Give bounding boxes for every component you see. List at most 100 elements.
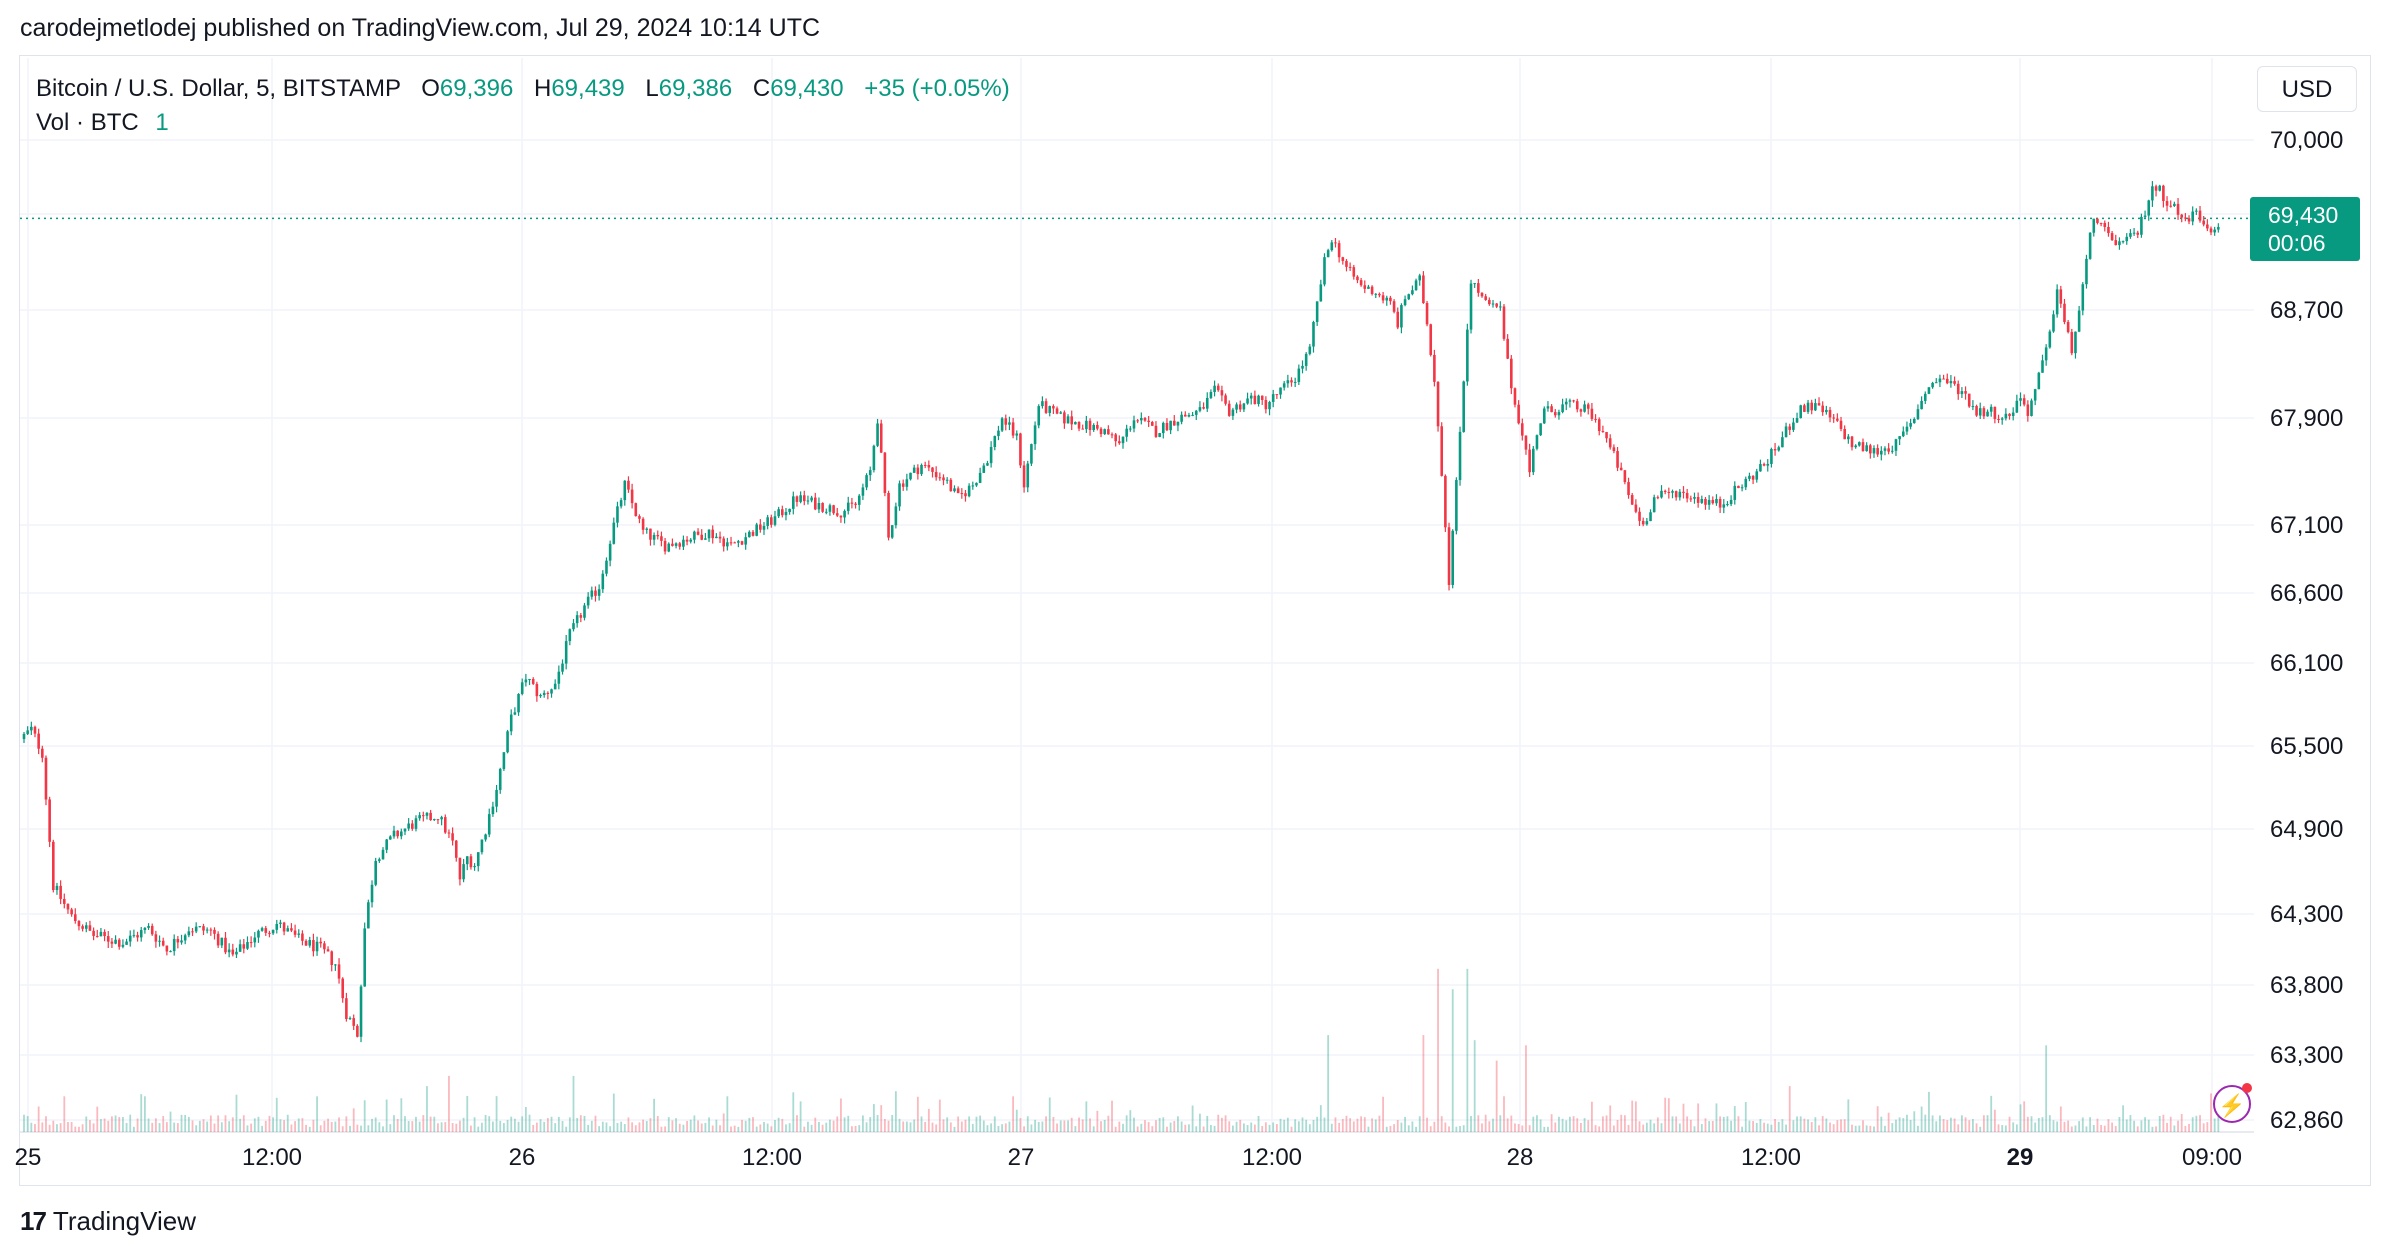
volume-bar [737,1126,740,1132]
volume-bar [1056,1123,1058,1132]
tradingview-logo[interactable]: 17 TradingView [20,1206,196,1237]
candle-body [1469,283,1473,330]
volume-bar [733,1125,736,1132]
volume-bar [916,1096,919,1132]
candle-body [627,480,630,490]
candle-body [1627,482,1630,496]
candle-body [370,884,374,903]
candle-body [1814,403,1817,411]
volume-bar [1854,1125,1857,1132]
volume-bar [319,1125,322,1132]
volume-bar [898,1118,901,1132]
candle-body [2022,398,2026,405]
time-axis[interactable]: 25 12:00 26 12:00 27 12:00 28 12:00 29 09:00 [15,1144,2242,1171]
candle-body [2081,284,2085,311]
volume-bar [781,1118,784,1132]
volume-bar [422,1115,425,1132]
volume-bar [1920,1106,1923,1132]
candle-body [1052,406,1055,409]
volume-bar [1312,1119,1315,1132]
volume-bar [1352,1121,1355,1132]
volume-bar [133,1126,135,1132]
candle-body [260,928,264,931]
price-axis[interactable]: 70,00069,50068,70067,90067,10066,60066,1… [2270,127,2343,1134]
candle-body [685,539,689,542]
volume-bar [1177,1116,1179,1132]
volume-bar [1385,1126,1388,1132]
candle-body [2154,186,2158,191]
volume-bar [700,1123,703,1132]
candle-body [465,856,469,865]
volume-label[interactable]: Vol · BTC [36,109,139,136]
candle-body [1737,485,1740,489]
candle-body [927,464,931,468]
candle-body [1506,338,1509,359]
candle-body [1517,404,1520,424]
candle-body [1616,451,1619,468]
candle-body [1286,380,1290,384]
candle-body [1784,426,1788,438]
volume-bar [1503,1096,1505,1132]
candle-body [641,518,645,530]
time-tick-label: 26 [509,1144,536,1171]
volume-bar [971,1123,974,1132]
volume-bar [1917,1125,1919,1132]
volume-bar [209,1115,212,1132]
candle-body [546,692,550,694]
candle-body [1070,416,1074,425]
candle-body [1989,406,1993,412]
candle-body [1231,409,1235,416]
candle-body [1367,286,1370,289]
volume-bar [1572,1116,1575,1132]
volume-bar [1169,1122,1172,1132]
volume-bar [327,1118,329,1132]
volume-bar [253,1118,256,1132]
time-tick-label: 12:00 [1741,1144,1801,1171]
currency-button[interactable]: USD [2257,66,2357,112]
volume-bar [675,1118,677,1132]
candle-body [1539,423,1542,436]
candle-body [1315,301,1319,322]
candle-body [737,541,740,543]
candle-body [2033,389,2037,401]
volume-bar [788,1123,791,1132]
candle-body [1491,303,1495,305]
volume-bar [2037,1117,2040,1132]
candle-body [854,503,857,505]
volume-bar [711,1125,714,1132]
candle-body [1693,497,1696,499]
volume-bar [1345,1115,1348,1132]
volume-bar [1583,1118,1586,1132]
symbol-title[interactable]: Bitcoin / U.S. Dollar, 5, BITSTAMP [36,75,401,102]
volume-bar [1111,1100,1113,1132]
candle-body [1216,385,1220,391]
candle-body [1975,406,1978,416]
candle-body [172,938,176,952]
chart-frame[interactable] [19,55,2371,1186]
volume-bar [1543,1126,1546,1132]
candle-body [1085,420,1088,430]
candle-body [1781,437,1784,448]
candle-body [1077,421,1081,429]
volume-bar [2030,1116,2033,1132]
volume-bar [2114,1126,2117,1132]
candle-body [1561,404,1564,413]
volume-bar [2133,1120,2135,1132]
volume-bar [1682,1103,1685,1132]
candle-body [158,940,161,942]
volume-bar [1195,1126,1198,1132]
volume-bar [1338,1122,1341,1132]
volume-bar [1887,1112,1890,1132]
volume-bar [1228,1121,1231,1132]
volume-bar [1268,1124,1271,1132]
candle-body [1488,299,1491,305]
volume-bar [26,1116,29,1132]
candle-body [315,941,319,952]
candle-body [960,493,964,495]
candle-body [2063,303,2066,322]
candle-body [1803,405,1806,412]
volume-bar [257,1116,260,1132]
volume-bar [341,1126,344,1132]
volume-bar [1851,1124,1853,1132]
